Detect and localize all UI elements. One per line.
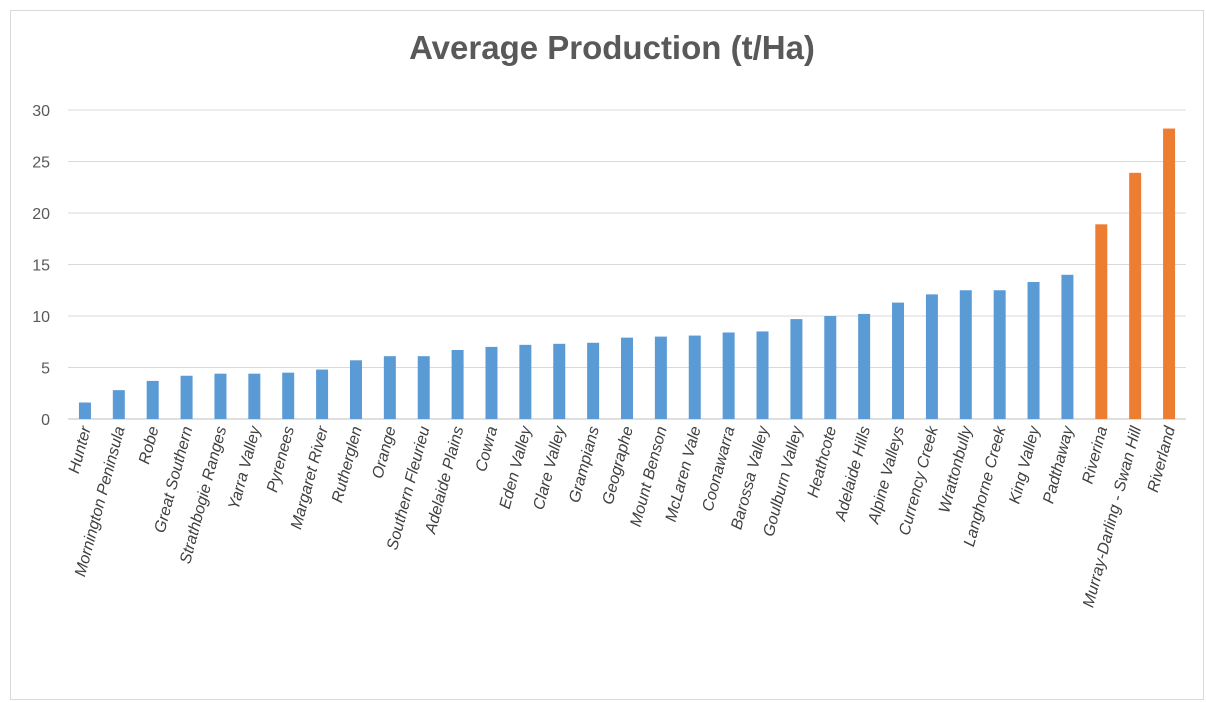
x-tick-label: Pyrenees	[264, 425, 298, 495]
x-tick-label: Riverina	[1080, 425, 1112, 486]
x-tick-label: Grampians	[566, 425, 603, 505]
x-tick-label: Robe	[136, 425, 162, 466]
x-tick-label: Hunter	[66, 424, 95, 475]
bar-robe	[146, 380, 159, 419]
bar-southern-fleurieu	[417, 356, 430, 419]
chart-title: Average Production (t/Ha)	[409, 29, 815, 66]
bar-geographe	[621, 337, 633, 419]
bar-mount-benson	[654, 336, 667, 419]
y-tick-label: 5	[41, 361, 50, 378]
bar-heathcote	[824, 316, 837, 419]
x-tick-label: Cowra	[473, 425, 501, 474]
x-tick-label: Orange	[369, 425, 399, 481]
y-tick-label: 15	[32, 258, 50, 275]
bar-adelaide-plains	[451, 349, 464, 419]
bar-murray-darling-swan-hill	[1129, 172, 1142, 419]
bar-barossa-valley	[756, 331, 769, 419]
x-tick-label: Riverland	[1145, 424, 1179, 495]
x-tick-label: Clare Valley	[531, 424, 570, 512]
x-tick-label: Eden Valley	[497, 424, 536, 511]
bar-mclaren-vale	[688, 335, 701, 419]
y-tick-label: 25	[32, 155, 50, 172]
bar-eden-valley	[519, 344, 532, 419]
bar-riverina	[1095, 224, 1108, 419]
bar-king-valley	[1027, 282, 1040, 419]
bar-rutherglen	[349, 360, 362, 419]
bar-hunter	[78, 402, 91, 419]
bar-great-southern	[180, 375, 193, 419]
bar-currency-creek	[925, 294, 938, 419]
x-tick-label: Geographe	[600, 425, 637, 507]
bar-riverland	[1163, 128, 1176, 420]
x-tick-label: Yarra Valley	[226, 424, 265, 512]
bar-orange	[383, 356, 396, 419]
bar-yarra-valley	[248, 373, 261, 419]
bar-strathbogie-ranges	[214, 373, 227, 419]
x-tick-label: Wrattonbully	[936, 424, 976, 515]
y-tick-label: 0	[41, 412, 50, 429]
x-tick-label: Rutherglen	[329, 425, 366, 505]
x-tick-label: King Valley	[1006, 424, 1043, 506]
bar-adelaide-hills	[858, 313, 871, 419]
x-tick-label: Heathcote	[805, 425, 840, 500]
bar-margaret-river	[316, 369, 329, 419]
bar-pyrenees	[282, 372, 295, 419]
y-tick-label: 30	[32, 103, 50, 120]
bar-alpine-valleys	[892, 302, 905, 419]
bar-langhorne-creek	[993, 290, 1006, 419]
x-tick-label: McLaren Vale	[663, 425, 705, 524]
bar-wrattonbully	[959, 290, 972, 419]
bar-clare-valley	[553, 343, 566, 419]
bar-padthaway	[1061, 274, 1074, 419]
x-tick-label: Adelaide Hills	[832, 425, 874, 524]
bar-mornington-peninsula	[112, 390, 125, 419]
bar-grampians	[587, 342, 600, 419]
bar-goulburn-valley	[790, 319, 803, 419]
y-tick-label: 20	[32, 206, 50, 223]
x-tick-label: Padthaway	[1040, 424, 1077, 506]
x-tick-label: Coonawarra	[700, 425, 739, 514]
bar-coonawarra	[722, 332, 735, 419]
y-tick-label: 10	[32, 309, 50, 326]
bar-cowra	[485, 346, 498, 419]
